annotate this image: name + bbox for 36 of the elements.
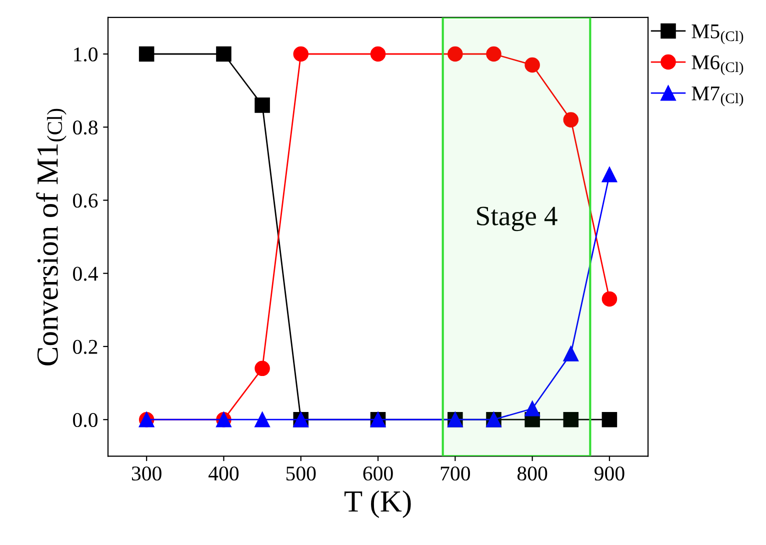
point xyxy=(563,346,579,362)
y-tick-label: 0.4 xyxy=(73,266,98,281)
point xyxy=(254,360,270,376)
point xyxy=(138,46,154,62)
point xyxy=(216,46,232,62)
x-tick-label: 400 xyxy=(208,466,239,481)
y-axis-title: Conversion of M1$_{(Cl)}$ xyxy=(36,108,66,366)
legend-label: M6$_{(Cl)}$ xyxy=(692,55,744,76)
y-tick-label: 0.6 xyxy=(73,194,98,208)
point xyxy=(293,46,309,62)
y-tick-label: 1.0 xyxy=(74,47,98,62)
point xyxy=(563,112,579,128)
y-tick-label: 0.8 xyxy=(73,120,98,135)
point xyxy=(524,400,540,416)
x-tick-label: 300 xyxy=(132,466,162,481)
y-tick-label: 0.2 xyxy=(73,340,98,354)
point xyxy=(448,46,463,62)
x-axis-title: T (K) xyxy=(344,490,411,518)
x-tick-label: 600 xyxy=(363,466,393,481)
x-tick-label: 800 xyxy=(517,466,548,481)
band-label: Stage 4 xyxy=(477,206,558,232)
x-tick-label: 700 xyxy=(440,466,470,481)
point xyxy=(602,291,618,307)
point xyxy=(602,412,618,428)
x-tick-label: 500 xyxy=(286,466,316,481)
point xyxy=(254,98,270,113)
legend-label: M7$_{(Cl)}$ xyxy=(692,86,744,106)
point xyxy=(254,412,270,428)
point xyxy=(524,57,540,73)
point xyxy=(370,46,386,62)
point xyxy=(486,46,502,62)
point xyxy=(563,412,579,428)
x-tick-label: 900 xyxy=(594,466,624,481)
y-tick-label: 0.0 xyxy=(73,412,98,428)
legend-label: M5$_{(Cl)}$ xyxy=(692,24,744,44)
point xyxy=(602,167,618,182)
